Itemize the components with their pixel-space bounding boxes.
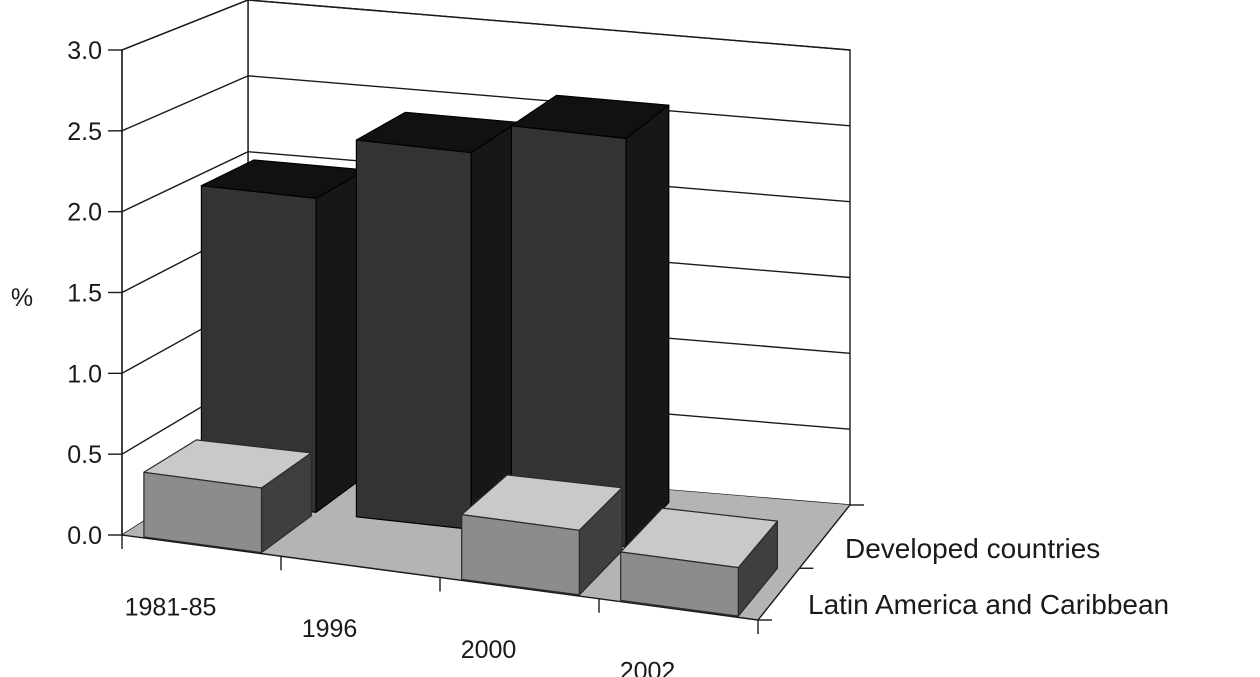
gridline xyxy=(121,0,851,51)
y-tick-label: 0.0 xyxy=(67,522,102,550)
bar xyxy=(200,159,367,513)
x-tick-label: 1981-85 xyxy=(125,594,217,622)
y-tick-label: 1.5 xyxy=(67,280,102,308)
bar-side xyxy=(470,121,518,531)
tick-labels: 0.0 0.5 1.0 1.5 2.0 2.5 3.0 1981-85 1996 2000 2002… xyxy=(67,37,1169,677)
bar xyxy=(620,507,779,617)
y-tick-label: 2.5 xyxy=(67,118,102,146)
bar xyxy=(143,439,312,554)
series-label-developed: Developed countries xyxy=(845,533,1100,564)
bar-front xyxy=(355,139,472,531)
x-tick-label: 2002 xyxy=(620,657,676,677)
bar-front xyxy=(461,513,580,596)
bar-front xyxy=(620,551,739,617)
x-tick-label: 2000 xyxy=(461,636,517,664)
depth-axis-line xyxy=(757,504,851,621)
bar-side xyxy=(625,104,670,548)
y-axis-label: % xyxy=(11,284,33,312)
bar-front xyxy=(143,471,263,554)
bar xyxy=(355,111,518,531)
y-tick-label: 3.0 xyxy=(67,37,102,65)
axes xyxy=(108,49,864,634)
bar xyxy=(461,474,623,596)
series-label-latin-america: Latin America and Caribbean xyxy=(808,589,1169,620)
bars xyxy=(143,94,779,617)
x-tick-label: 1996 xyxy=(302,615,358,643)
bar xyxy=(510,94,670,548)
y-tick-label: 0.5 xyxy=(67,441,102,469)
y-tick-label: 1.0 xyxy=(67,360,102,388)
y-tick-label: 2.0 xyxy=(67,199,102,227)
